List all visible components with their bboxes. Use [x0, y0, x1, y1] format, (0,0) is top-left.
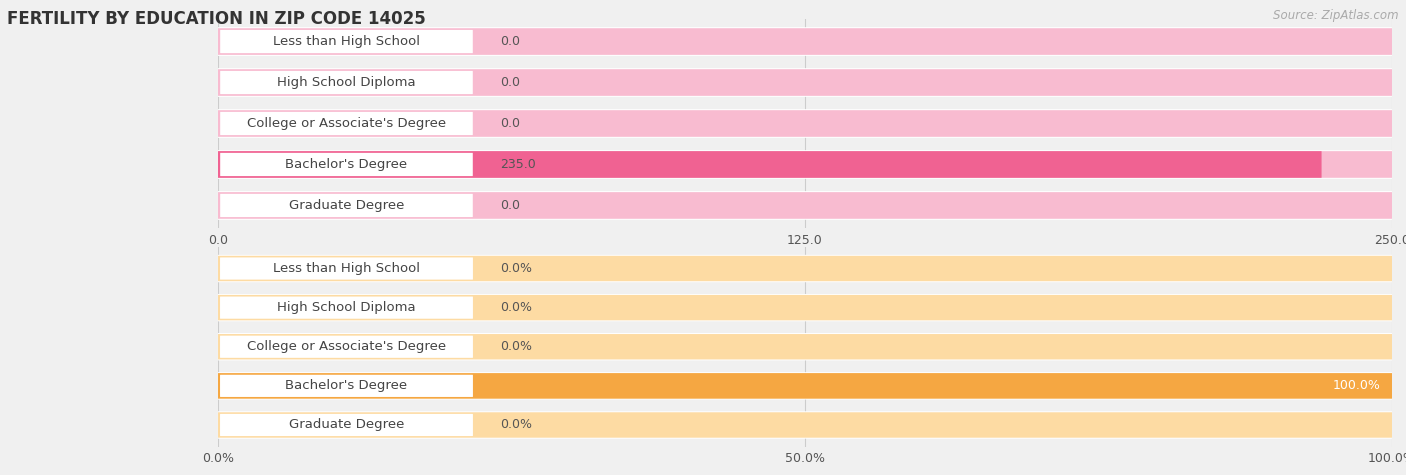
FancyBboxPatch shape	[218, 294, 1392, 321]
Text: Less than High School: Less than High School	[273, 35, 420, 48]
FancyBboxPatch shape	[221, 71, 472, 94]
Text: Bachelor's Degree: Bachelor's Degree	[285, 158, 408, 171]
Text: FERTILITY BY EDUCATION IN ZIP CODE 14025: FERTILITY BY EDUCATION IN ZIP CODE 14025	[7, 10, 426, 28]
FancyBboxPatch shape	[218, 255, 1392, 282]
Text: 235.0: 235.0	[499, 158, 536, 171]
FancyBboxPatch shape	[221, 336, 472, 358]
FancyBboxPatch shape	[218, 334, 1392, 360]
FancyBboxPatch shape	[218, 256, 1392, 281]
FancyBboxPatch shape	[221, 194, 472, 217]
FancyBboxPatch shape	[218, 28, 1392, 55]
FancyBboxPatch shape	[218, 109, 1392, 138]
FancyBboxPatch shape	[218, 373, 1392, 399]
FancyBboxPatch shape	[218, 412, 1392, 437]
FancyBboxPatch shape	[221, 112, 472, 135]
FancyBboxPatch shape	[218, 110, 1392, 137]
FancyBboxPatch shape	[218, 68, 1392, 97]
Text: High School Diploma: High School Diploma	[277, 301, 416, 314]
FancyBboxPatch shape	[221, 296, 472, 319]
Text: Less than High School: Less than High School	[273, 262, 420, 275]
Text: College or Associate's Degree: College or Associate's Degree	[247, 117, 446, 130]
Text: Graduate Degree: Graduate Degree	[288, 418, 404, 431]
Text: 0.0: 0.0	[499, 76, 520, 89]
FancyBboxPatch shape	[218, 192, 1392, 219]
Text: 0.0%: 0.0%	[499, 262, 531, 275]
FancyBboxPatch shape	[218, 150, 1392, 179]
Text: Graduate Degree: Graduate Degree	[288, 199, 404, 212]
FancyBboxPatch shape	[218, 333, 1392, 361]
FancyBboxPatch shape	[218, 151, 1322, 178]
FancyBboxPatch shape	[221, 414, 472, 436]
FancyBboxPatch shape	[218, 69, 1392, 96]
FancyBboxPatch shape	[218, 411, 1392, 439]
FancyBboxPatch shape	[218, 295, 1392, 320]
FancyBboxPatch shape	[218, 372, 1392, 399]
Text: 0.0%: 0.0%	[499, 340, 531, 353]
FancyBboxPatch shape	[221, 153, 472, 176]
Text: 0.0%: 0.0%	[499, 301, 531, 314]
Text: High School Diploma: High School Diploma	[277, 76, 416, 89]
Text: Source: ZipAtlas.com: Source: ZipAtlas.com	[1274, 10, 1399, 22]
FancyBboxPatch shape	[221, 375, 472, 397]
FancyBboxPatch shape	[221, 257, 472, 280]
FancyBboxPatch shape	[221, 30, 472, 53]
FancyBboxPatch shape	[218, 27, 1392, 56]
Text: Bachelor's Degree: Bachelor's Degree	[285, 380, 408, 392]
FancyBboxPatch shape	[218, 191, 1392, 220]
Text: College or Associate's Degree: College or Associate's Degree	[247, 340, 446, 353]
Text: 0.0: 0.0	[499, 199, 520, 212]
Text: 100.0%: 100.0%	[1333, 380, 1381, 392]
Text: 0.0: 0.0	[499, 117, 520, 130]
FancyBboxPatch shape	[218, 373, 1392, 399]
FancyBboxPatch shape	[218, 151, 1392, 178]
Text: 0.0: 0.0	[499, 35, 520, 48]
Text: 0.0%: 0.0%	[499, 418, 531, 431]
